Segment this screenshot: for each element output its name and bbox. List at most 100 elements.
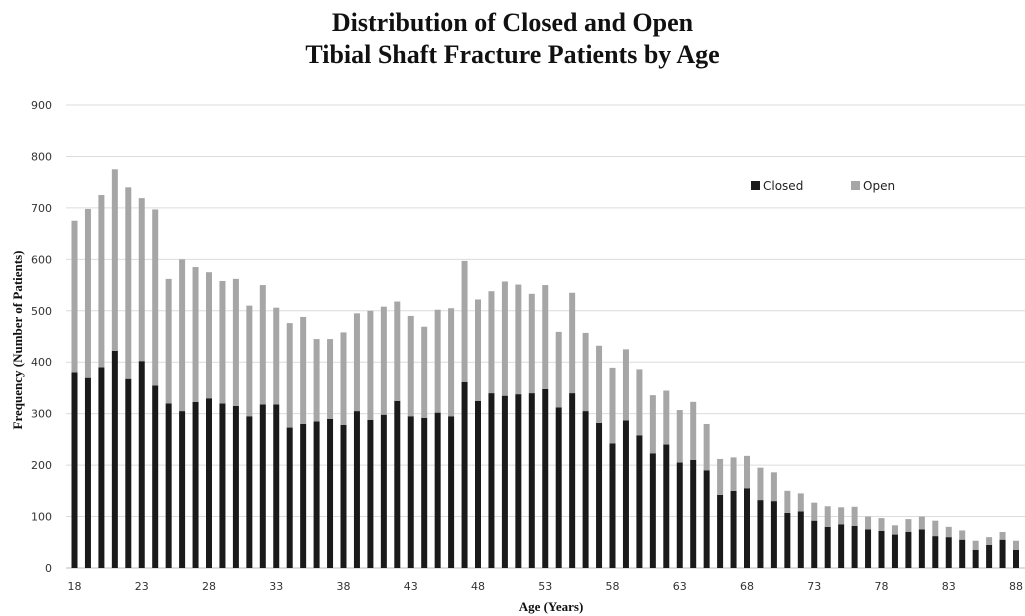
bar-open [273, 307, 280, 405]
bar-open [327, 339, 334, 419]
bar-open [932, 520, 939, 537]
bar-closed [891, 534, 898, 568]
y-tick-label: 200 [31, 459, 52, 472]
y-tick-label: 0 [45, 562, 52, 575]
bar-open [649, 395, 656, 454]
bar-closed [811, 520, 818, 568]
bar-closed [273, 404, 280, 568]
x-tick-label: 58 [606, 580, 620, 593]
bar-closed [676, 462, 683, 568]
y-tick-label: 400 [31, 356, 52, 369]
bar-closed [865, 529, 872, 568]
y-tick-labels: 0 100 200 300 400 500 600 700 800 900 [31, 99, 52, 575]
bar-closed [219, 403, 226, 568]
bar-open [972, 540, 979, 550]
bar-closed [878, 530, 885, 568]
x-tick-label: 68 [740, 580, 754, 593]
bar-closed [165, 403, 172, 568]
y-axis-title: Frequency (Number of Patients) [10, 251, 25, 430]
bar-closed [98, 367, 105, 568]
x-tick-label: 23 [135, 580, 149, 593]
bar-open [353, 313, 360, 412]
bar-closed [448, 416, 455, 568]
legend-label-closed: Closed [763, 179, 803, 193]
bar-open [690, 401, 697, 460]
x-tick-label: 38 [337, 580, 351, 593]
bar-open [206, 272, 212, 399]
bar-closed [690, 459, 697, 568]
bar-closed [838, 524, 845, 568]
legend-swatch-closed [751, 181, 760, 190]
bar-open [636, 369, 643, 436]
bar-closed [313, 421, 320, 568]
bar-open [192, 267, 199, 402]
bar-closed [959, 539, 966, 568]
x-tick-label: 78 [875, 580, 889, 593]
bar-closed [340, 424, 347, 568]
bar-open [259, 285, 266, 405]
x-tick-label: 43 [404, 580, 418, 593]
bar-closed [528, 393, 535, 568]
bar-open [703, 423, 710, 471]
bar-closed [461, 381, 468, 568]
bar-open [286, 323, 293, 428]
bar-open [824, 506, 831, 527]
bar-closed [367, 419, 374, 568]
bar-closed [138, 361, 145, 568]
bar-open [111, 169, 118, 351]
bar-closed [636, 435, 643, 568]
bar-closed [152, 385, 159, 568]
bar-closed [380, 414, 387, 568]
bar-open [246, 305, 253, 417]
bar-open [569, 292, 576, 394]
bar-closed [286, 427, 293, 568]
bar-open [461, 260, 468, 382]
x-tick-label: 53 [538, 580, 552, 593]
bar-open [407, 315, 414, 417]
bar-closed [475, 400, 481, 568]
bar-open [663, 390, 670, 445]
bar-open [219, 280, 226, 404]
bar-closed [784, 512, 791, 568]
bar-open [84, 208, 91, 378]
legend-label-open: Open [863, 179, 895, 193]
bar-open [838, 507, 845, 525]
bar-open [434, 309, 441, 413]
bar-open [676, 410, 683, 463]
bar-open [851, 506, 858, 526]
bar-closed [730, 490, 737, 568]
bar-closed [488, 393, 495, 568]
bar-closed [179, 411, 186, 568]
bar-open [999, 531, 1006, 540]
bar-open [448, 308, 455, 417]
bar-open [596, 345, 603, 423]
bar-open [71, 220, 78, 373]
y-tick-label: 600 [31, 253, 52, 266]
bar-closed [851, 525, 858, 568]
bar-open [905, 519, 912, 532]
bar-open [340, 332, 347, 425]
bar-closed [84, 377, 91, 568]
bar-open [125, 187, 132, 379]
bar-closed [932, 536, 939, 568]
bar-closed [300, 423, 307, 568]
bar-open [891, 525, 898, 535]
y-tick-label: 800 [31, 150, 52, 163]
bar-closed [663, 444, 670, 568]
bar-closed [542, 388, 549, 568]
bar-closed [596, 422, 603, 568]
bar-open [179, 259, 186, 412]
bar-open [380, 306, 387, 415]
bar-closed [259, 404, 266, 568]
bar-open [555, 331, 562, 408]
x-tick-label: 63 [673, 580, 687, 593]
bar-closed [609, 443, 616, 568]
bars [71, 169, 1019, 568]
bar-closed [905, 531, 912, 568]
bar-open [475, 299, 481, 401]
bar-open [98, 195, 105, 368]
bar-open [152, 209, 159, 386]
bar-open [757, 467, 764, 501]
